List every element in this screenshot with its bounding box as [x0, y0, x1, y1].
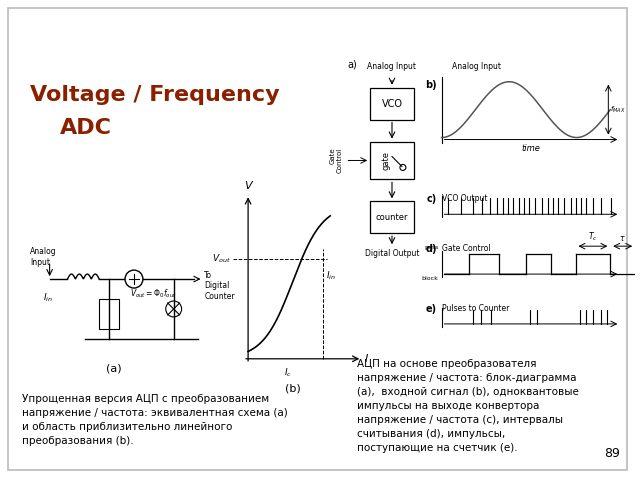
Text: $\tau$: $\tau$	[620, 234, 626, 243]
Text: Voltage / Frequency: Voltage / Frequency	[30, 84, 280, 105]
Text: c): c)	[426, 194, 436, 204]
Text: Упрощенная версия АЦП с преобразованием
напряжение / частота: эквивалентная схем: Упрощенная версия АЦП с преобразованием …	[22, 394, 287, 446]
Text: $V_{out} = \Phi_0 f_{out}$: $V_{out} = \Phi_0 f_{out}$	[131, 287, 177, 300]
Text: Pulses to Counter: Pulses to Counter	[442, 304, 509, 313]
Text: Analog
Input: Analog Input	[30, 247, 56, 266]
Text: $I_c$: $I_c$	[284, 367, 292, 379]
Text: (b): (b)	[285, 384, 301, 394]
Bar	[370, 201, 414, 233]
Text: d): d)	[425, 244, 436, 254]
Text: block: block	[422, 276, 438, 281]
Text: counter: counter	[376, 213, 408, 222]
Text: VCO: VCO	[381, 99, 403, 108]
Text: $V_{out}$: $V_{out}$	[212, 253, 230, 265]
Text: ADC: ADC	[60, 118, 111, 138]
Text: Analog Input: Analog Input	[367, 62, 417, 71]
Text: VCO Output: VCO Output	[442, 194, 487, 204]
Text: Gate Control: Gate Control	[442, 244, 490, 253]
Text: АЦП на основе преобразователя
напряжение / частота: блок-диаграмма
(a),  входной: АЦП на основе преобразователя напряжение…	[357, 359, 579, 453]
Text: $I_{in}$: $I_{in}$	[326, 269, 335, 282]
Text: gate: gate	[381, 151, 390, 170]
Text: $T_c$: $T_c$	[588, 231, 598, 243]
Text: V: V	[244, 181, 252, 192]
Text: Digital Output: Digital Output	[365, 249, 419, 258]
Text: a): a)	[348, 60, 357, 70]
Text: (a): (a)	[106, 364, 122, 374]
Bar	[370, 88, 414, 120]
Text: Gate
Control: Gate Control	[330, 148, 342, 173]
Text: b): b)	[425, 80, 436, 90]
Text: e): e)	[426, 304, 436, 314]
Bar	[99, 299, 119, 329]
Text: Analog Input: Analog Input	[452, 62, 500, 71]
Bar	[370, 142, 414, 180]
Text: pass: pass	[424, 245, 438, 250]
Text: time: time	[522, 144, 540, 153]
Text: $f_{MAX}$: $f_{MAX}$	[611, 105, 626, 115]
Text: I: I	[365, 354, 369, 364]
Text: To
Digital
Counter: To Digital Counter	[204, 271, 235, 301]
Text: 89: 89	[604, 447, 620, 460]
Text: $I_{in}$: $I_{in}$	[43, 291, 52, 303]
